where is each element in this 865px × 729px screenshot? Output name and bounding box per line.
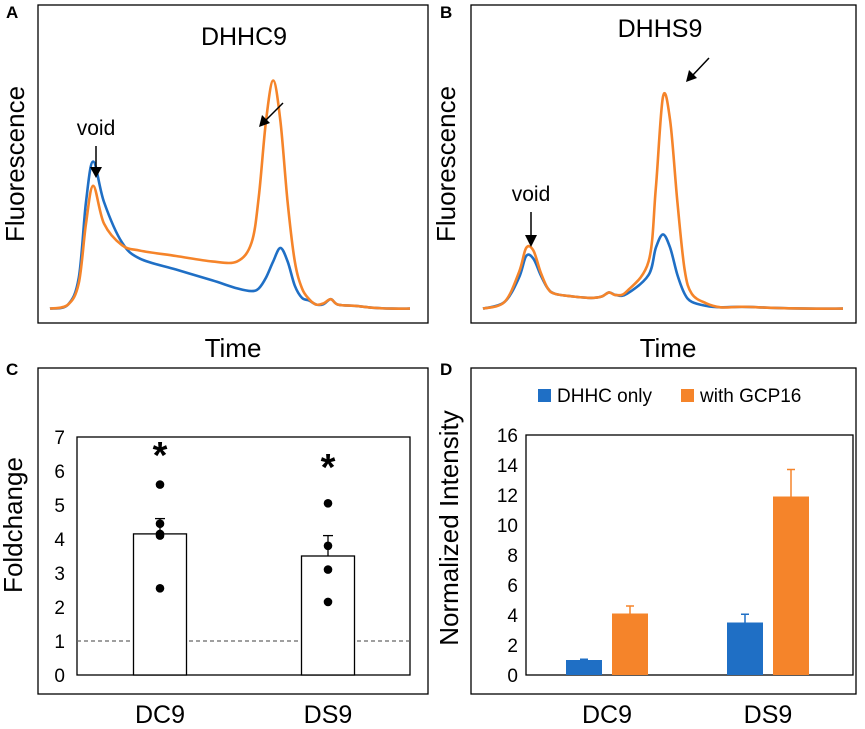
plot-frame-c (76, 436, 411, 676)
plot-frame-d (525, 434, 854, 676)
panel-b-void-arrow (525, 212, 537, 247)
panel-c-bars: * * (132, 435, 356, 676)
panel-letter-d: D (440, 360, 452, 379)
panel-letter-a: A (6, 3, 18, 22)
panel-d-legend: DHHC only with GCP16 (538, 386, 801, 407)
panel-b: B DHHS9 Fluorescence Time void (431, 3, 857, 363)
legend-swatch-with-gcp16 (681, 389, 694, 402)
plot-frame-a (37, 4, 429, 324)
panel-d-y-tick-label: 16 (497, 426, 518, 447)
panel-d-y-tick-label: 8 (507, 546, 518, 567)
panel-c-data-point (323, 565, 333, 574)
panel-a-void-arrow (90, 146, 102, 178)
panel-a: A DHHC9 Fluorescence Time void (0, 3, 429, 363)
panel-d-category-ds9: DS9 (744, 701, 793, 729)
panel-c-y-tick-label: 3 (54, 564, 65, 585)
panel-d: D Normalized Intensity 0 2 4 6 8 10 12 14 16 DHH… (434, 360, 857, 729)
panel-d-y-tick-label: 2 (507, 636, 518, 657)
panel-c-category-ds9: DS9 (304, 701, 353, 729)
panel-c-y-tick-label: 5 (54, 496, 65, 517)
panel-c-y-tick-label: 1 (54, 632, 65, 653)
panel-letter-b: B (440, 3, 452, 22)
panel-d-y-tick-label: 14 (497, 456, 519, 477)
panel-d-bar-dhhc-only-dc9 (566, 660, 602, 675)
panel-d-y-tick-label: 6 (507, 576, 518, 597)
panel-c-ylabel: Foldchange (0, 457, 28, 593)
panel-a-series-dhhc-only-line (49, 160, 411, 310)
panel-a-peak-arrow (259, 102, 284, 127)
panel-c-y-tick-label: 7 (54, 428, 65, 449)
panel-b-series-dhhc-only-line (482, 233, 844, 310)
panel-a-title: DHHC9 (201, 23, 287, 51)
panel-c-category-dc9: DC9 (135, 701, 185, 729)
panel-c-y-ticks: 0 1 2 3 4 5 6 7 (54, 428, 65, 687)
panel-d-y-ticks: 0 2 4 6 8 10 12 14 16 (497, 426, 519, 687)
panel-d-bar-with-gcp16-ds9 (773, 496, 809, 675)
panel-a-ylabel: Fluorescence (0, 86, 30, 242)
panel-c-data-point (323, 597, 333, 607)
panel-letter-c: C (6, 360, 18, 379)
legend-label-with-gcp16: with GCP16 (699, 386, 801, 407)
panel-d-category-dc9: DC9 (582, 701, 632, 729)
panel-b-ylabel: Fluorescence (431, 86, 461, 242)
panel-d-y-tick-label: 0 (507, 666, 518, 687)
panel-c-data-point (155, 584, 165, 593)
panel-b-series-with-gcp16-line (482, 91, 844, 310)
panel-d-y-tick-label: 10 (497, 516, 518, 537)
panel-c-data-point (323, 499, 333, 508)
panel-c-significance-star: * (153, 435, 168, 477)
panel-b-peak-arrow (686, 57, 710, 82)
panel-d-bars (566, 468, 809, 675)
panel-a-series-with-gcp16-line (49, 79, 411, 310)
legend-label-dhhc-only: DHHC only (557, 386, 653, 407)
outer-frame-d (470, 367, 857, 695)
panel-c-bar-dc9 (132, 533, 188, 676)
panel-b-void-label: void (512, 183, 551, 206)
panel-b-xlabel: Time (640, 333, 697, 363)
panel-a-void-label: void (77, 117, 116, 140)
panel-d-y-tick-label: 4 (507, 606, 518, 627)
panel-c-y-tick-label: 6 (54, 462, 65, 483)
panel-c-y-tick-label: 2 (54, 598, 65, 619)
panel-c-data-point (155, 519, 165, 528)
panel-c-significance-star: * (321, 447, 336, 489)
panel-c-y-tick-label: 4 (54, 530, 65, 551)
panel-d-bar-dhhc-only-ds9 (727, 622, 763, 675)
panel-c-data-point (323, 541, 333, 551)
legend-swatch-dhhc-only (538, 389, 551, 402)
outer-frame-c (37, 367, 429, 695)
panel-c-y-tick-label: 0 (54, 666, 65, 687)
panel-d-ylabel: Normalized Intensity (434, 410, 464, 646)
panel-d-bar-with-gcp16-dc9 (612, 613, 648, 675)
panel-a-xlabel: Time (205, 333, 262, 363)
panel-c-data-point (155, 531, 165, 540)
plot-frame-b (470, 4, 857, 324)
panel-c-data-point (155, 480, 165, 489)
panel-b-title: DHHS9 (618, 15, 703, 43)
panel-d-y-tick-label: 12 (497, 486, 518, 507)
